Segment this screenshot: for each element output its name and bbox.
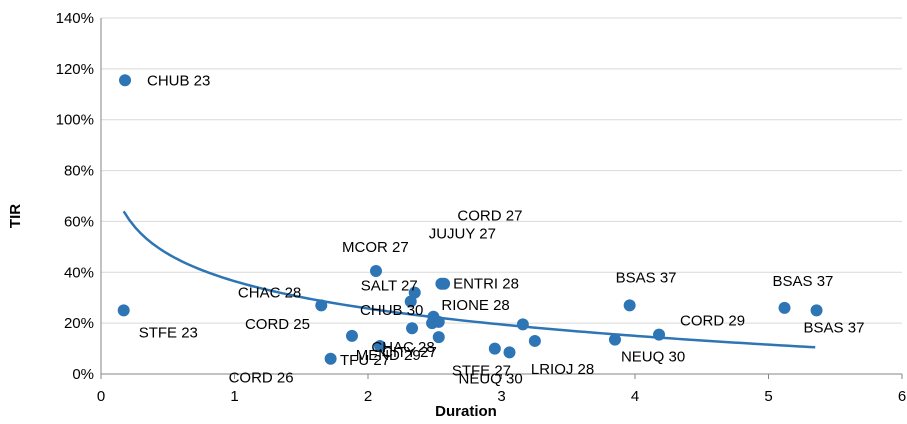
x-tick-label: 2 <box>364 388 372 405</box>
point-labels: CHUB 23 STFE 23 CHAC 28 CORD 26 CORD 25 MCOR … <box>139 72 865 387</box>
point-label: BSAS 37 <box>616 269 677 286</box>
y-tick-labels: 0% 20% 40% 60% 80% 100% 120% 140% <box>56 10 94 383</box>
data-points <box>117 74 823 365</box>
data-point <box>432 331 445 344</box>
data-point <box>406 322 419 335</box>
y-tick-label: 120% <box>56 61 94 78</box>
x-tick-label: 5 <box>764 388 772 405</box>
data-point <box>488 342 501 355</box>
point-label: STFE 23 <box>139 324 198 341</box>
data-point <box>408 286 421 299</box>
x-tick-label: 0 <box>97 388 105 405</box>
data-point <box>345 329 358 342</box>
data-point <box>503 346 516 359</box>
data-point <box>810 304 823 317</box>
data-point <box>623 299 636 312</box>
x-axis-title: Duration <box>435 403 497 420</box>
point-label: RIONE 28 <box>441 297 509 314</box>
point-label: CORD 26 <box>229 370 294 387</box>
point-label: ENTRI 28 <box>453 276 519 293</box>
point-label: STFE 27 <box>452 363 511 380</box>
data-point <box>653 328 666 341</box>
point-label: CORD 25 <box>245 316 310 333</box>
point-label: CORD 27 <box>457 208 522 225</box>
y-tick-label: 40% <box>64 264 94 281</box>
point-label: CITY 27 <box>382 344 437 361</box>
data-point <box>370 265 383 278</box>
data-point <box>119 74 132 87</box>
point-label: JUJUY 27 <box>429 226 496 243</box>
point-label: CHUB 30 <box>360 302 423 319</box>
point-label: BSAS 37 <box>773 273 834 290</box>
point-label: BSAS 37 <box>804 319 865 336</box>
point-label: NEUQ 30 <box>621 349 685 366</box>
y-tick-label: 0% <box>72 366 94 383</box>
y-tick-label: 20% <box>64 315 94 332</box>
y-tick-label: 100% <box>56 112 94 129</box>
point-label: CORD 29 <box>680 313 745 330</box>
point-label: SALT 27 <box>361 278 418 295</box>
data-point <box>516 318 529 331</box>
data-point <box>778 301 791 314</box>
x-tick-label: 3 <box>497 388 505 405</box>
point-label: LRIOJ 28 <box>531 361 594 378</box>
x-tick-label: 1 <box>230 388 238 405</box>
point-label: CHAC 28 <box>238 284 301 301</box>
y-tick-label: 140% <box>56 10 94 27</box>
data-point <box>374 340 387 353</box>
point-label: TFU 27 <box>340 352 390 369</box>
point-label: NEUQ 30 <box>459 370 523 387</box>
data-point <box>117 304 130 317</box>
point-label: CHAC 28 <box>371 339 434 356</box>
x-tick-labels: 0 1 2 3 4 5 6 <box>97 388 906 405</box>
point-label: MCOR 27 <box>342 239 409 256</box>
data-point <box>315 299 328 312</box>
gridlines <box>101 17 902 324</box>
y-tick-label: 80% <box>64 163 94 180</box>
trendline <box>122 210 816 349</box>
data-point <box>608 333 621 346</box>
data-point <box>324 352 337 365</box>
y-tick-label: 60% <box>64 213 94 230</box>
data-point <box>438 277 451 290</box>
x-tick-label: 4 <box>631 388 639 405</box>
data-point <box>432 315 445 328</box>
point-label: CHUB 23 <box>147 72 210 89</box>
axes <box>100 18 903 379</box>
y-axis-title: TIR <box>7 204 24 228</box>
point-label: MEND 29 <box>356 347 421 364</box>
data-point <box>528 334 541 347</box>
trendline-group <box>122 210 816 349</box>
x-tick-label: 6 <box>898 388 906 405</box>
